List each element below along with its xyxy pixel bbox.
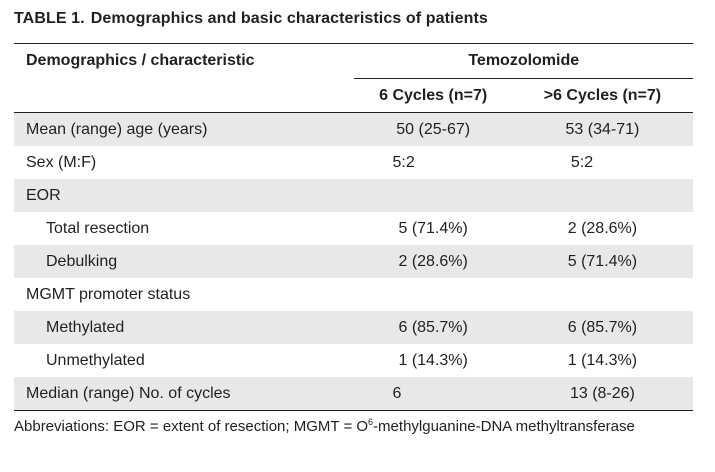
table-row: Median (range) No. of cycles 6 13 (8-26) — [14, 377, 693, 411]
over-six-cycles-value: 2 (28.6%) — [567, 219, 638, 237]
row-label: Mean (range) age (years) — [14, 112, 355, 146]
footnote-text: Abbreviations: EOR = extent of resection… — [14, 418, 369, 435]
table-row: Sex (M:F) 5:2 5:2 — [14, 146, 693, 179]
table-body: Mean (range) age (years) 50 (25-67) 53 (34… — [14, 112, 693, 411]
six-cycles-value — [354, 179, 512, 212]
temozolomide-group-header: Temozolomide — [354, 43, 693, 79]
table-row: MGMT promoter status — [14, 278, 693, 311]
six-cycles-value: 5:2 — [392, 153, 415, 171]
over-six-cycles-value — [512, 278, 693, 311]
row-label: Median (range) No. of cycles — [14, 377, 355, 411]
six-cycles-value: 6 — [354, 377, 512, 411]
over-six-cycles-value: 13 (8-26) — [511, 377, 693, 411]
abbreviations-footnote: Abbreviations: EOR = extent of resection… — [14, 411, 654, 438]
over-six-cycles-value: 1 (14.3%) — [567, 351, 638, 369]
over-six-cycles-value — [511, 179, 693, 212]
row-label: MGMT promoter status — [26, 285, 191, 303]
row-label-header: Demographics / characteristic — [14, 43, 355, 79]
footnote-text-continued: -methylguanine-DNA methyltransferase — [373, 418, 635, 435]
row-label: Sex (M:F) — [26, 153, 97, 171]
table-row: Unmethylated 1 (14.3%) 1 (14.3%) — [14, 344, 693, 377]
six-cycles-value: 1 (14.3%) — [398, 351, 468, 369]
row-label: Methylated — [14, 311, 355, 344]
over-six-cycles-header: >6 Cycles (n=7) — [511, 78, 693, 113]
over-six-cycles-value: 6 (85.7%) — [511, 311, 693, 344]
six-cycles-header: 6 Cycles (n=7) — [354, 78, 512, 113]
six-cycles-value: 2 (28.6%) — [354, 245, 512, 278]
row-label: Total resection — [46, 219, 150, 237]
table-row: EOR — [14, 179, 693, 212]
six-cycles-value — [354, 278, 511, 311]
row-label: EOR — [14, 179, 355, 212]
row-label: Debulking — [14, 245, 355, 278]
table-row: Methylated 6 (85.7%) 6 (85.7%) — [14, 311, 693, 344]
demographics-table: Demographics / characteristic Temozolomi… — [14, 43, 693, 411]
row-label-header-spacer — [14, 78, 355, 113]
table-row: Total resection 5 (71.4%) 2 (28.6%) — [14, 212, 693, 245]
over-six-cycles-value: 5:2 — [570, 153, 594, 171]
over-six-cycles-value: 53 (34-71) — [511, 112, 693, 146]
six-cycles-value: 50 (25-67) — [354, 112, 512, 146]
table-row: Debulking 2 (28.6%) 5 (71.4%) — [14, 245, 693, 278]
table-title: Demographics and basic characteristics o… — [90, 10, 488, 27]
six-cycles-value: 6 (85.7%) — [354, 311, 512, 344]
table-row: Mean (range) age (years) 50 (25-67) 53 (34… — [14, 112, 693, 146]
footnote-superscript: 6 — [368, 417, 374, 427]
table-caption: TABLE 1. Demographics and basic character… — [14, 10, 488, 28]
over-six-cycles-value: 5 (71.4%) — [511, 245, 693, 278]
row-label: Unmethylated — [46, 351, 145, 369]
table-number: TABLE 1. — [14, 10, 85, 27]
six-cycles-value: 5 (71.4%) — [398, 219, 468, 237]
